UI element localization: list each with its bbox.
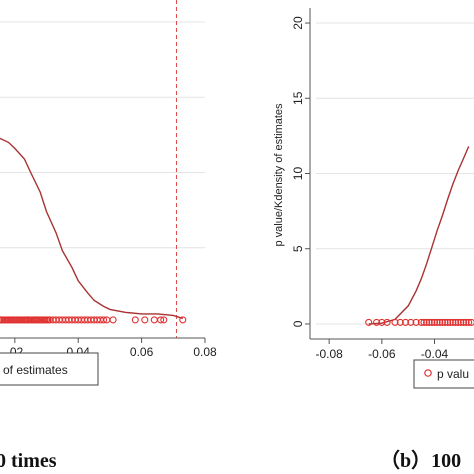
panel-a-density-line	[0, 137, 184, 320]
panel-b-point	[425, 318, 433, 326]
panel-b-point	[449, 318, 457, 326]
panel-b-point	[436, 318, 444, 326]
panel-b-y-tick-label: 5	[291, 245, 305, 252]
panel-a-point	[109, 316, 117, 324]
panel-b-point	[459, 318, 468, 326]
panel-b-point	[428, 318, 436, 326]
panel-b-points	[365, 318, 474, 326]
panel-b-point	[401, 318, 410, 326]
panel-b-legend-box	[413, 359, 474, 389]
panel-b-x-ticks: -0.08 -0.06 -0.04	[315, 339, 448, 361]
panel-b-point	[444, 318, 452, 326]
panel-b-y-tick-label: 15	[291, 91, 305, 105]
panel-a-x-tick-label: 0.06	[130, 345, 154, 359]
panel-b-x-tick-label: -0.06	[368, 347, 396, 361]
panel-b-point	[457, 318, 465, 326]
panel-b-legend: p valu	[413, 359, 474, 389]
panel-a-point	[131, 316, 139, 324]
panel-b-caption: （b）100	[380, 449, 461, 472]
panel-b: 0 5 10 15 20 -0.08 -0.06 -0.04 p value/Kdensit…	[273, 8, 474, 472]
panel-a-points	[0, 316, 187, 324]
panel-b-point	[396, 318, 404, 326]
panel-a-x-tick-label: 0.08	[193, 345, 217, 359]
panel-b-point	[423, 318, 431, 326]
panel-b-point	[412, 318, 420, 326]
panel-b-y-tick-label: 20	[291, 16, 305, 30]
panel-a-legend-box	[0, 352, 99, 386]
panel-b-y-tick-label: 10	[291, 167, 305, 181]
panel-b-point	[365, 318, 373, 326]
panel-b-point	[383, 318, 391, 326]
panel-b-point	[465, 318, 473, 326]
panel-b-x-tick-label: -0.04	[421, 347, 449, 361]
panel-a-point	[141, 316, 149, 324]
panel-b-legend-entry: p valu	[437, 367, 469, 381]
panel-a-point	[150, 316, 158, 324]
panel-a-point	[179, 316, 187, 324]
panel-b-legend-marker	[424, 369, 432, 377]
panel-b-point	[441, 318, 449, 326]
panel-b-point	[417, 318, 425, 326]
panel-b-point	[420, 318, 428, 326]
panel-a-point	[157, 316, 165, 324]
panel-a-legend-entry: of estimates	[3, 363, 68, 377]
panel-b-point	[373, 318, 381, 326]
panel-a-caption: 0 times	[0, 450, 57, 472]
panel-b-point	[430, 318, 439, 326]
panel-a-point	[160, 316, 168, 324]
panel-b-point	[462, 318, 470, 326]
panel-b-point	[467, 318, 474, 326]
panel-b-y-tick-label: 0	[291, 320, 305, 327]
panel-b-point	[433, 318, 441, 326]
panel-a-point	[100, 316, 108, 324]
panel-b-y-ticks: 0 5 10 15 20	[291, 16, 310, 327]
panel-b-density-line	[368, 146, 470, 325]
panel-b-point	[452, 318, 460, 326]
panel-b-point	[438, 318, 446, 326]
panel-b-point	[454, 318, 462, 326]
panel-a-gridlines	[0, 21, 205, 249]
panel-a: .02 0.04 0.06 0.08 of estimates 0 times	[0, 0, 217, 472]
panel-a-legend: of estimates	[0, 352, 99, 386]
panel-b-gridlines	[316, 22, 474, 325]
panel-b-point	[446, 318, 454, 326]
panel-b-y-axis-label: p value/Kdensity of estimates	[273, 103, 285, 247]
panel-b-x-tick-label: -0.08	[315, 347, 343, 361]
panel-b-point	[391, 318, 399, 326]
panel-b-point	[378, 318, 386, 326]
panel-b-point	[407, 318, 415, 326]
